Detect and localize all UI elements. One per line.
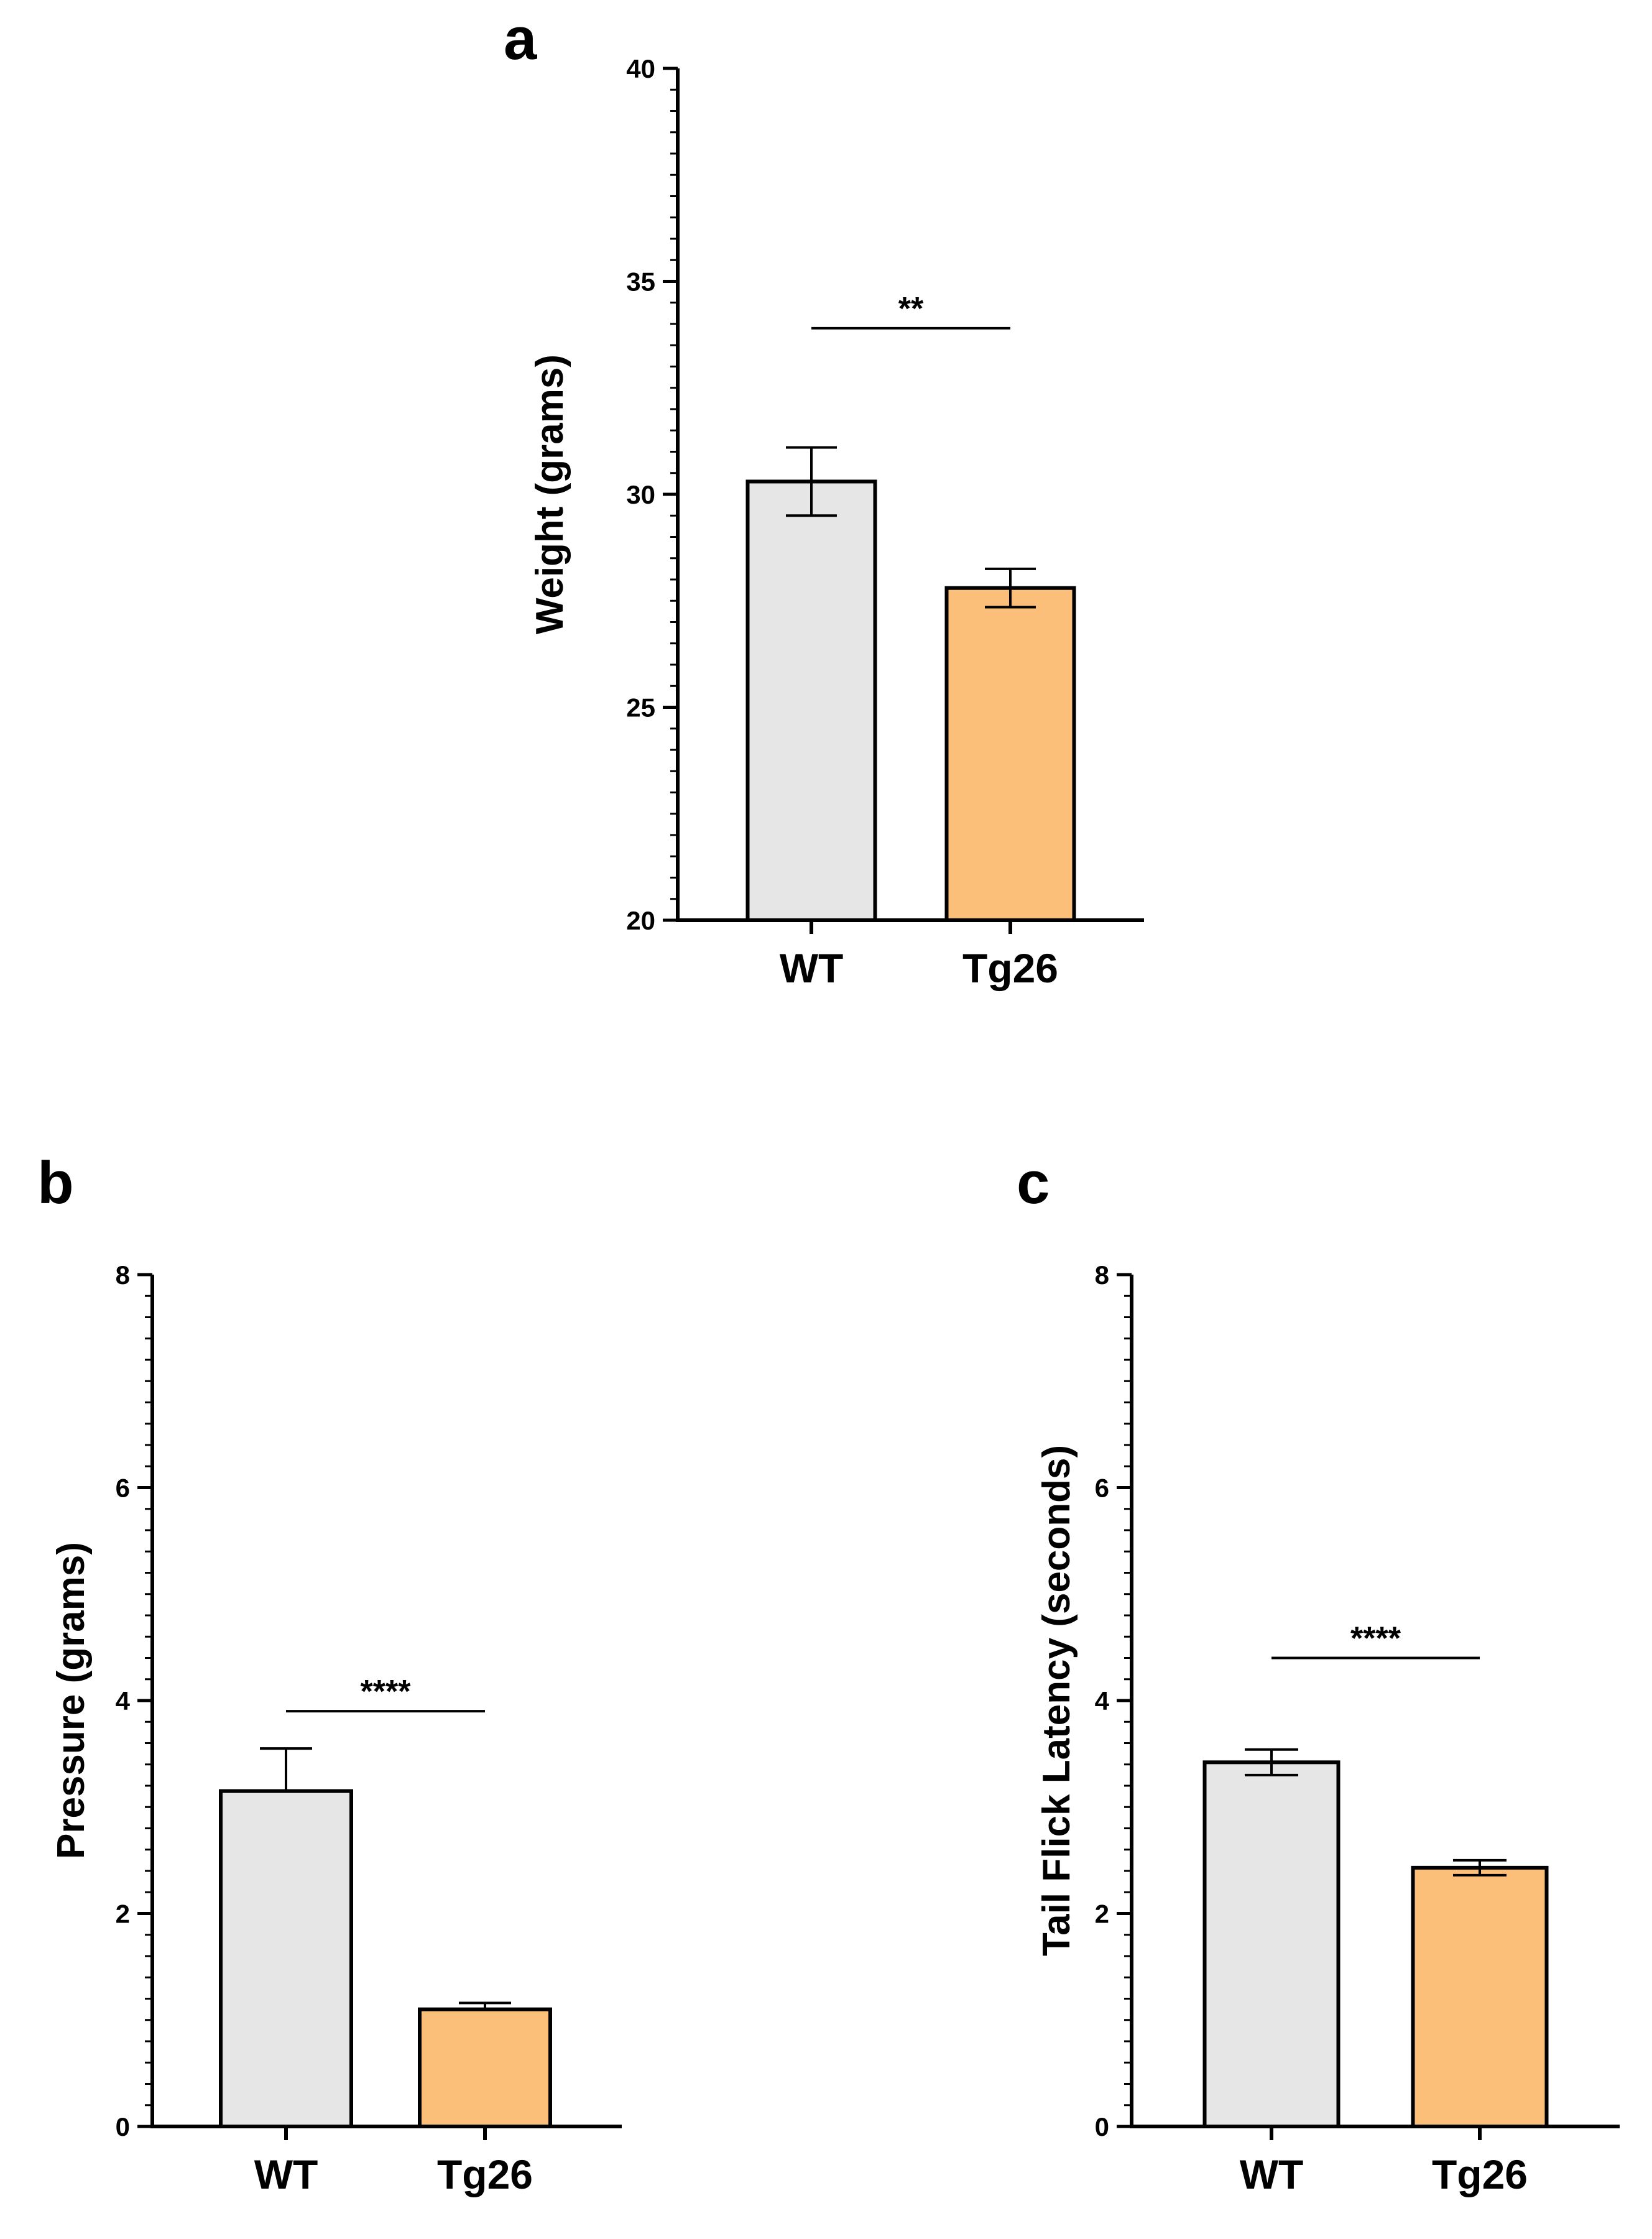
y-tick-label: 2 — [1095, 1900, 1109, 1929]
y-tick-label: 2 — [116, 1900, 130, 1929]
bar-wt — [219, 1789, 353, 2128]
y-tick-label: 30 — [626, 480, 655, 509]
panel-letter: a — [504, 6, 537, 72]
y-tick-label: 35 — [626, 267, 655, 297]
y-tick-label: 25 — [626, 693, 655, 722]
significance-label: **** — [1350, 1621, 1401, 1657]
panel-letter: c — [1017, 1150, 1050, 1216]
y-axis-title: Tail Flick Latency (seconds) — [1035, 1445, 1078, 1956]
y-tick-label: 6 — [116, 1474, 130, 1503]
significance-label: **** — [361, 1674, 412, 1710]
panel-c: c WT Tg26 0 2 4 6 8 Tail Flick Latency (seconds)… — [1017, 1150, 1620, 2197]
significance-label: ** — [898, 291, 924, 327]
x-tick-label-wt: WT — [1240, 2151, 1304, 2197]
y-tick-label: 8 — [1095, 1260, 1109, 1290]
y-axis-title: Weight (grams) — [528, 354, 571, 634]
y-tick-label: 40 — [626, 54, 655, 83]
x-tick-label-wt: WT — [780, 945, 844, 991]
x-tick-label-tg26: Tg26 — [437, 2151, 533, 2197]
y-tick-label: 6 — [1095, 1474, 1109, 1503]
y-tick-label: 4 — [116, 1686, 131, 1715]
x-tick-label-tg26: Tg26 — [1432, 2151, 1528, 2197]
y-tick-label: 8 — [116, 1260, 130, 1290]
bar-wt — [745, 479, 877, 922]
panel-b: b WT Tg26 0 2 4 6 8 Pressure (grams) **** — [37, 1150, 622, 2197]
panel-letter: b — [37, 1150, 74, 1216]
bar-wt — [1202, 1760, 1341, 2128]
y-axis-title: Pressure (grams) — [50, 1542, 93, 1859]
panel-a: a WT Tg26 20 25 30 35 40 Weight (grams) ** — [504, 6, 1144, 991]
y-tick-label: 20 — [626, 906, 655, 935]
bar-tg26 — [1411, 1865, 1549, 2129]
bar-tg26 — [418, 2007, 552, 2128]
x-tick-label-tg26: Tg26 — [962, 945, 1058, 991]
x-tick-label-wt: WT — [254, 2151, 318, 2197]
y-tick-label: 4 — [1095, 1686, 1110, 1715]
y-tick-label: 0 — [116, 2112, 130, 2141]
bar-tg26 — [944, 586, 1076, 922]
y-tick-label: 0 — [1095, 2112, 1109, 2141]
